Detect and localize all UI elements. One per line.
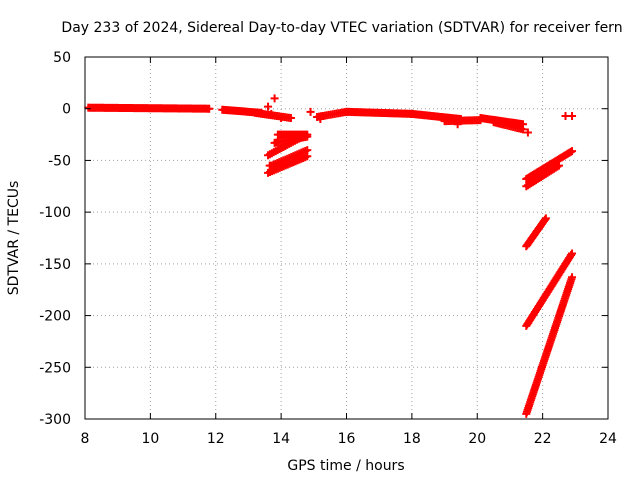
data-point (523, 128, 532, 137)
x-tick-label: 22 (534, 431, 552, 447)
data-point (286, 114, 295, 123)
data-point (303, 132, 312, 141)
data-point (264, 102, 273, 111)
data-point (519, 125, 528, 134)
data-point (568, 111, 577, 120)
x-tick-label: 24 (599, 431, 617, 447)
data-point (453, 120, 462, 129)
y-tick-label: -200 (39, 309, 71, 325)
y-tick-label: -150 (39, 257, 71, 273)
x-tick-label: 16 (338, 431, 356, 447)
grid-lines (85, 57, 608, 419)
data-point (205, 104, 214, 113)
data-point (553, 162, 562, 171)
y-tick-label: -50 (48, 153, 71, 169)
data-point (541, 214, 550, 223)
data-point (270, 94, 279, 103)
data-point (306, 107, 315, 116)
axis-ticks (84, 56, 609, 420)
x-tick-labels: 8 10 12 14 16 18 20 22 24 (81, 431, 617, 447)
y-tick-labels: 50 0 -50 -100 -150 -200 -250 -300 (39, 50, 71, 428)
y-tick-label: -100 (39, 205, 71, 221)
data-point (267, 109, 276, 118)
x-tick-label: 8 (81, 431, 90, 447)
data-point (568, 273, 577, 282)
x-tick-label: 10 (141, 431, 159, 447)
y-tick-label: -300 (39, 412, 71, 428)
x-tick-label: 20 (468, 431, 486, 447)
x-axis-label: GPS time / hours (287, 458, 404, 474)
data-point (316, 115, 325, 124)
y-tick-label: 50 (53, 50, 71, 66)
y-axis-label: SDTVAR / TECUs (6, 181, 22, 296)
data-point (277, 114, 286, 123)
chart-title: Day 233 of 2024, Sidereal Day-to-day VTE… (61, 20, 622, 36)
y-tick-label: 0 (62, 102, 71, 118)
data-series (84, 94, 577, 418)
x-tick-label: 12 (207, 431, 225, 447)
data-point (265, 161, 274, 170)
x-tick-label: 18 (403, 431, 421, 447)
data-point (568, 249, 577, 258)
data-point (554, 161, 563, 170)
y-tick-label: -250 (39, 360, 71, 376)
data-point (296, 133, 305, 142)
x-tick-label: 14 (272, 431, 290, 447)
data-point (303, 152, 312, 161)
data-point (568, 147, 577, 156)
